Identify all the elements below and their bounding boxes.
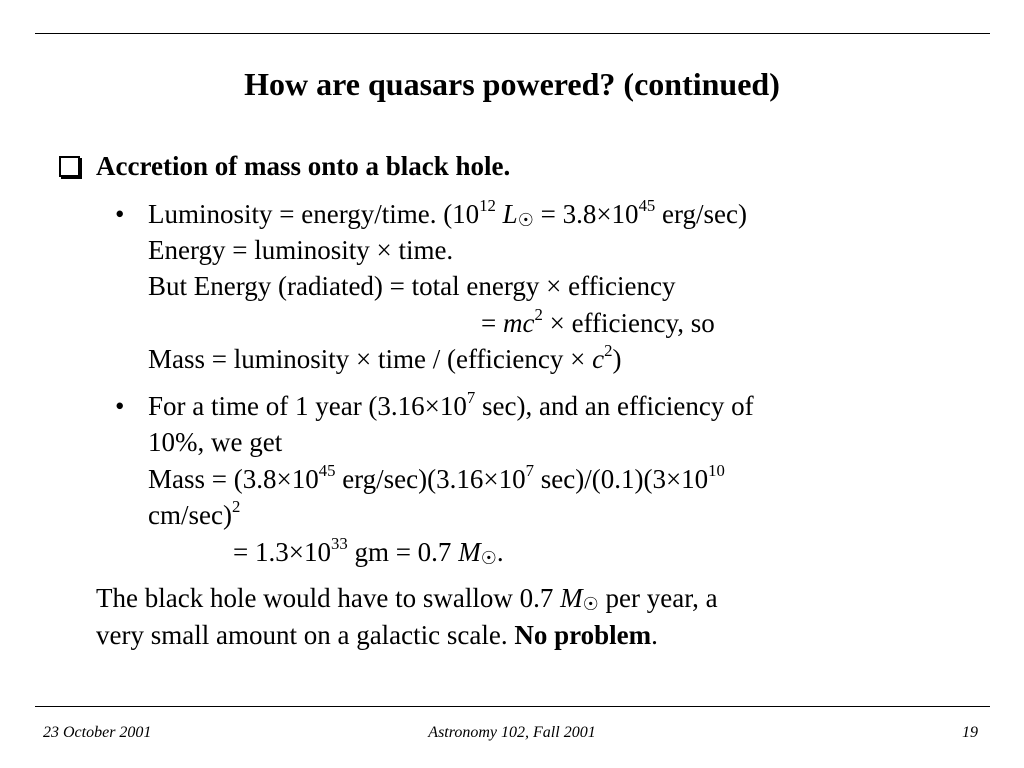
conclusion-line-1: The black hole would have to swallow 0.7… [96, 583, 718, 614]
bullet-1-line-2: Energy = luminosity × time. [148, 235, 454, 265]
bullet-1-marker: • [115, 199, 125, 229]
top-rule [35, 33, 990, 34]
bullet-2-line-3: Mass = (3.8×1045 erg/sec)(3.16×107 sec)/… [148, 460, 725, 494]
bottom-rule [35, 706, 990, 707]
sun-symbol-icon: ☉ [517, 210, 534, 230]
bullet-2-line-1: For a time of 1 year (3.16×107 sec), and… [148, 387, 754, 421]
bullet-1-line-4: = mc2 × efficiency, so [481, 304, 715, 338]
footer-course: Astronomy 102, Fall 2001 [428, 724, 596, 741]
sun-symbol-icon: ☉ [480, 548, 497, 568]
bullet-2-line-5: = 1.3×1033 gm = 0.7 M☉. [233, 533, 504, 568]
bullet-2-line-2: 10%, we get [148, 427, 283, 457]
bullet-1-line-1: Luminosity = energy/time. (1012 L☉ = 3.8… [148, 195, 748, 230]
bullet-2-marker: • [115, 391, 125, 421]
bullet-2-line-4: cm/sec)2 [148, 496, 241, 530]
section-heading: Accretion of mass onto a black hole. [96, 151, 511, 181]
checkbox-bullet-icon [59, 156, 80, 177]
conclusion-line-2: very small amount on a galactic scale. N… [96, 620, 658, 650]
bullet-1-line-3: But Energy (radiated) = total energy × e… [148, 271, 676, 301]
bullet-1-line-5: Mass = luminosity × time / (efficiency ×… [148, 340, 622, 374]
sun-symbol-icon: ☉ [582, 594, 599, 614]
slide-title: How are quasars powered? (continued) [244, 66, 780, 102]
page-number: 19 [962, 724, 978, 741]
footer-date: 23 October 2001 [43, 724, 152, 741]
